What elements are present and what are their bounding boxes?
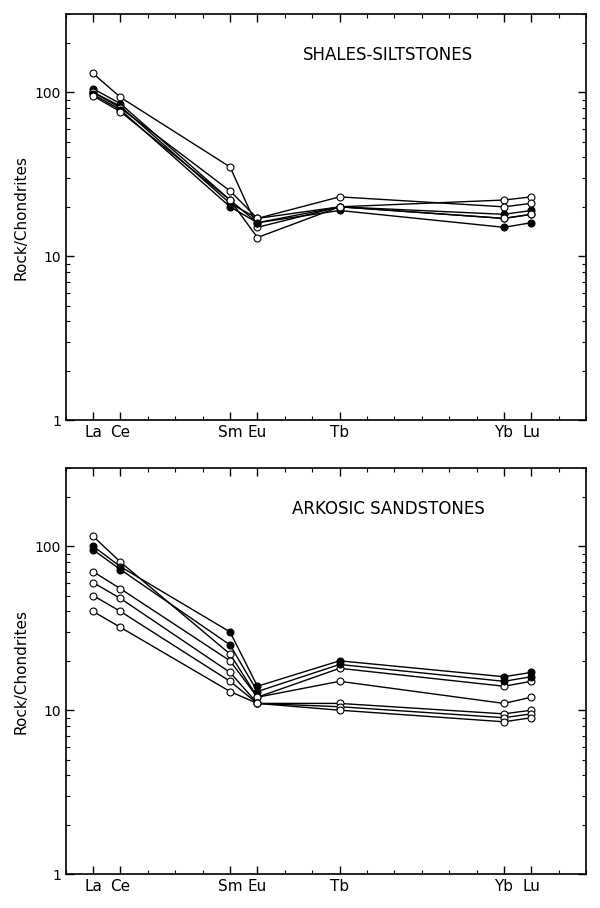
Y-axis label: Rock/Chondrites: Rock/Chondrites bbox=[14, 154, 29, 280]
Text: ARKOSIC SANDSTONES: ARKOSIC SANDSTONES bbox=[292, 500, 485, 518]
Y-axis label: Rock/Chondrites: Rock/Chondrites bbox=[14, 608, 29, 734]
Text: SHALES-SILTSTONES: SHALES-SILTSTONES bbox=[303, 46, 473, 64]
